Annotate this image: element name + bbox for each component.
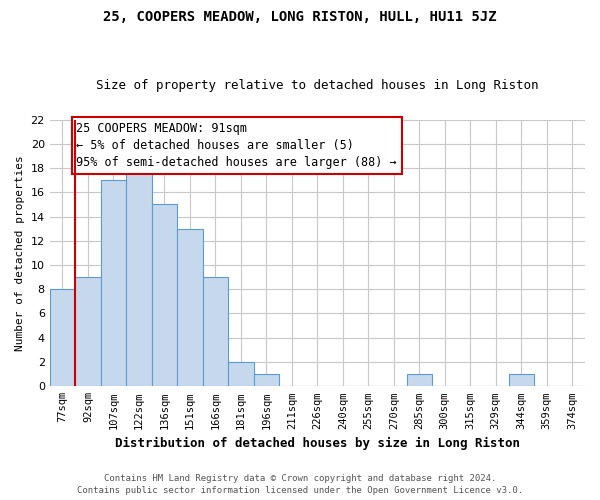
Bar [126, 168, 152, 386]
Text: 25 COOPERS MEADOW: 91sqm
← 5% of detached houses are smaller (5)
95% of semi-det: 25 COOPERS MEADOW: 91sqm ← 5% of detache… [76, 122, 397, 169]
Bar [509, 374, 534, 386]
Bar [177, 228, 203, 386]
Text: 25, COOPERS MEADOW, LONG RISTON, HULL, HU11 5JZ: 25, COOPERS MEADOW, LONG RISTON, HULL, H… [103, 10, 497, 24]
Bar [407, 374, 432, 386]
X-axis label: Distribution of detached houses by size in Long Riston: Distribution of detached houses by size … [115, 437, 520, 450]
Text: Contains HM Land Registry data © Crown copyright and database right 2024.
Contai: Contains HM Land Registry data © Crown c… [77, 474, 523, 495]
Bar [228, 362, 254, 386]
Y-axis label: Number of detached properties: Number of detached properties [15, 155, 25, 351]
Bar [203, 277, 228, 386]
Title: Size of property relative to detached houses in Long Riston: Size of property relative to detached ho… [96, 79, 539, 92]
Bar [75, 277, 101, 386]
Bar [152, 204, 177, 386]
Bar [254, 374, 279, 386]
Bar [101, 180, 126, 386]
Bar [50, 290, 75, 386]
